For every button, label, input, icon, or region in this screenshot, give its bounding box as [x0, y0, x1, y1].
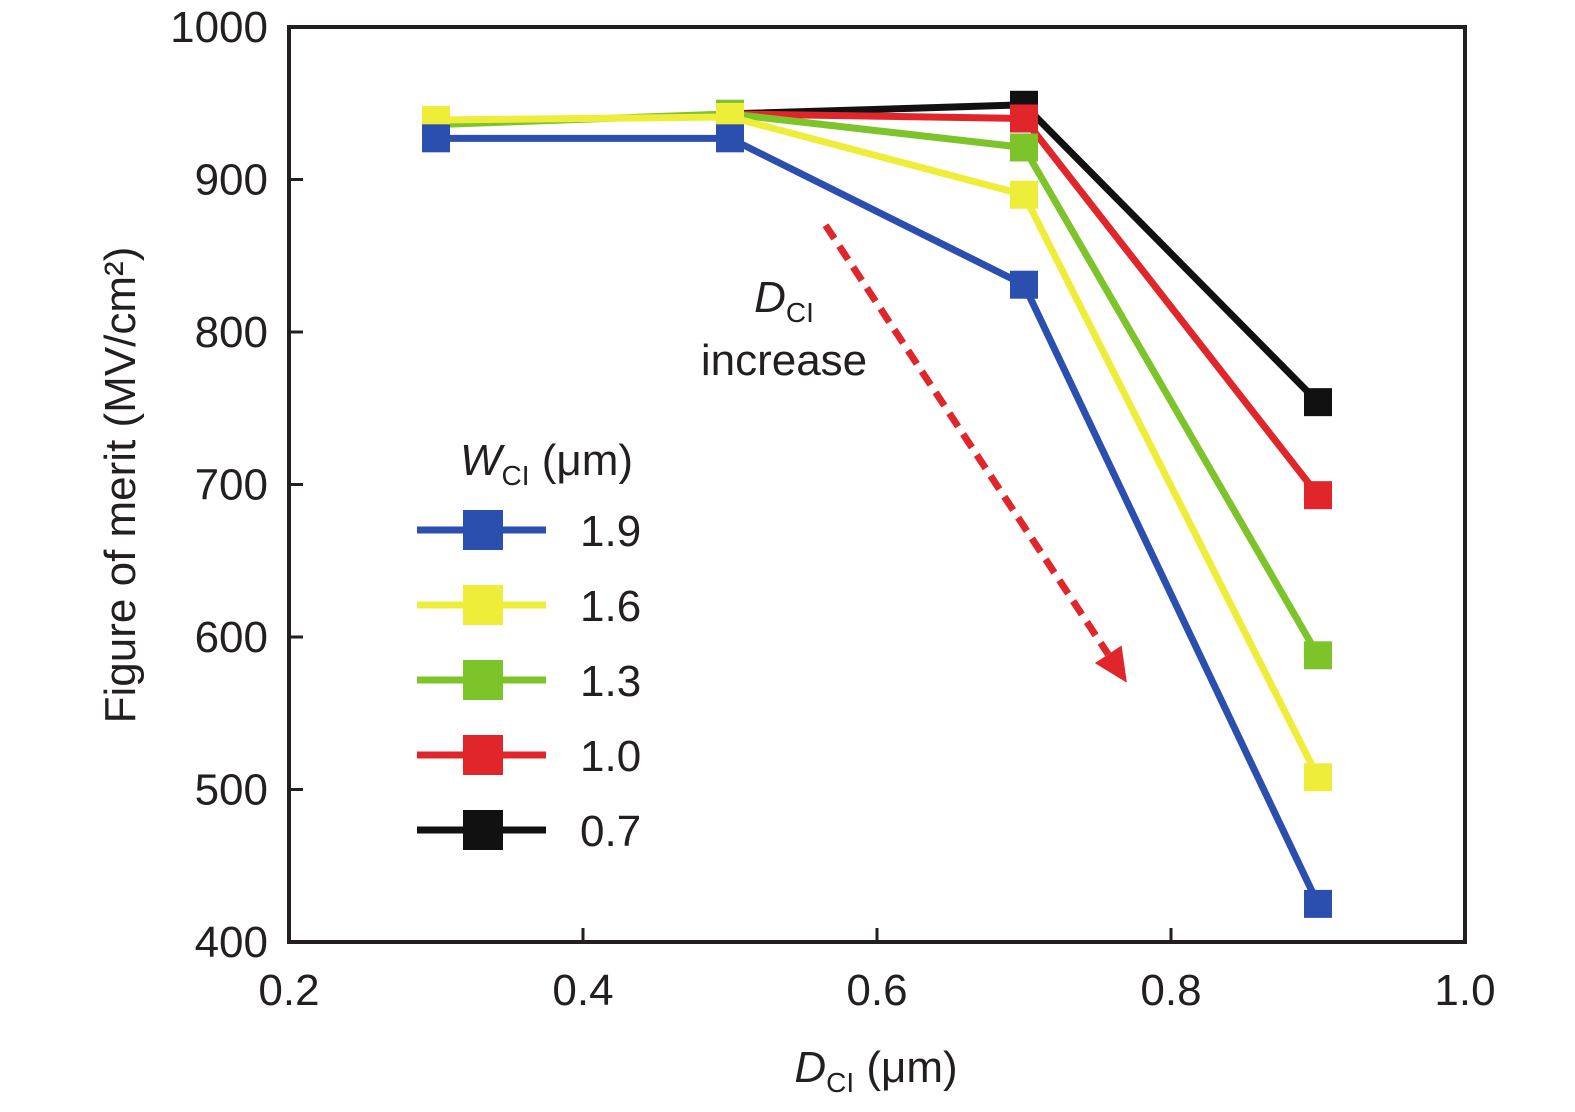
- x-axis-title-unit: (μm): [854, 1043, 958, 1092]
- data-point: [1010, 270, 1038, 299]
- legend-title-sub: CI: [502, 460, 530, 491]
- data-point: [1304, 388, 1332, 417]
- legend-marker: [463, 660, 503, 700]
- series-line: [729, 110, 1321, 498]
- series-line: [435, 113, 1322, 779]
- data-point: [1010, 180, 1038, 209]
- y-tick-label: 800: [195, 308, 268, 357]
- y-axis-title: Figure of merit (MV/cm²): [96, 247, 145, 724]
- arrow-head: [1094, 645, 1127, 683]
- x-tick-label: 0.4: [552, 966, 613, 1015]
- legend-item-1.6: 1.6: [417, 582, 641, 631]
- legend: WCI (μm) 1.9 1.6 1.3 1.0 0.7: [417, 436, 641, 856]
- legend-title: WCI (μm): [460, 436, 633, 491]
- y-tick-label: 700: [195, 461, 268, 510]
- arrow-shaft: [822, 223, 1112, 657]
- legend-label: 1.3: [580, 657, 641, 706]
- legend-entries: 1.9 1.6 1.3 1.0 0.7: [417, 507, 641, 856]
- x-axis-title-sub: CI: [826, 1067, 854, 1098]
- series-line: [436, 134, 1322, 906]
- x-tick-label: 1.0: [1434, 966, 1495, 1015]
- legend-title-main: W: [460, 436, 505, 485]
- annotation-sub: CI: [786, 297, 814, 328]
- data-point: [1010, 133, 1038, 162]
- data-point: [716, 124, 744, 153]
- series-line: [435, 110, 1322, 658]
- x-tick-label: 0.8: [1140, 966, 1201, 1015]
- x-tick-label: 0.6: [846, 966, 907, 1015]
- y-tick-label: 1000: [170, 3, 268, 52]
- data-point: [1010, 104, 1038, 133]
- legend-label: 1.9: [580, 507, 641, 556]
- legend-label: 0.7: [580, 807, 641, 856]
- annotation-line2: increase: [701, 336, 867, 385]
- ticks-layer: 0.2 0.4 0.6 0.8 1.0 400 500 600 700 800 900 1000: [170, 3, 1495, 1015]
- legend-marker: [463, 585, 503, 625]
- y-tick-label: 500: [195, 766, 268, 815]
- data-point: [1304, 481, 1332, 510]
- annotation-line1: DCI: [754, 273, 814, 328]
- legend-title-unit: (μm): [530, 436, 634, 485]
- y-tick-label: 600: [195, 613, 268, 662]
- legend-marker: [463, 735, 503, 775]
- x-axis-title-main: D: [794, 1043, 826, 1092]
- legend-item-0.7: 0.7: [417, 807, 641, 856]
- series-layer: [422, 90, 1332, 918]
- series-1.3: [422, 99, 1332, 670]
- annotation-main: D: [754, 273, 786, 322]
- annotation: DCI increase: [701, 223, 1127, 683]
- x-tick-label: 0.2: [258, 966, 319, 1015]
- legend-item-1.3: 1.3: [417, 657, 641, 706]
- x-axis-title: DCI (μm): [794, 1043, 957, 1098]
- legend-item-1.9: 1.9: [417, 507, 641, 556]
- legend-item-1.0: 1.0: [417, 732, 641, 781]
- series-1.9: [422, 124, 1332, 918]
- legend-marker: [463, 510, 503, 550]
- legend-label: 1.6: [580, 582, 641, 631]
- y-tick-label: 400: [195, 918, 268, 967]
- legend-marker: [463, 810, 503, 850]
- data-point: [1304, 641, 1332, 670]
- legend-label: 1.0: [580, 732, 641, 781]
- y-tick-label: 900: [195, 156, 268, 205]
- annotation-arrow: [822, 223, 1127, 683]
- data-point: [422, 124, 450, 153]
- data-point: [1304, 763, 1332, 792]
- data-point: [1304, 889, 1332, 918]
